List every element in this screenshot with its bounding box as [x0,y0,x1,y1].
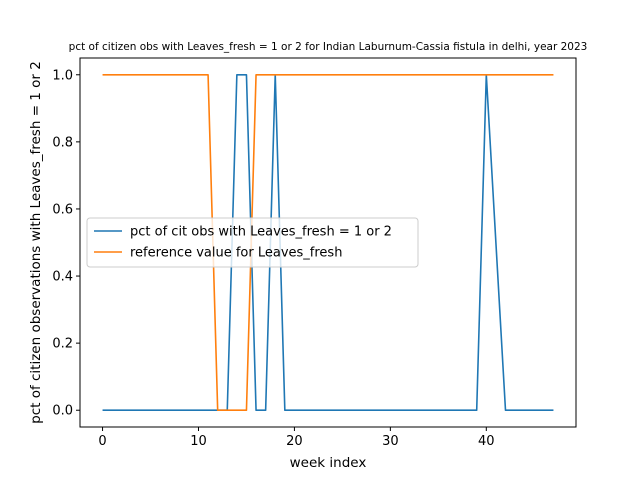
legend-box [86,217,419,268]
legend-label-2: reference value for Leaves_fresh [130,246,342,261]
legend-label-1: pct of cit obs with Leaves_fresh = 1 or … [130,225,392,240]
x-tick-label: 20 [286,434,303,449]
x-tick-label: 0 [98,434,106,449]
x-tick-label: 40 [478,434,495,449]
y-tick-label: 0.6 [52,202,73,217]
y-axis-title: pct of citizen observations with Leaves_… [28,61,44,424]
y-tick-label: 0.8 [52,135,73,150]
x-axis: 0 10 20 30 40 [98,427,495,449]
chart-title: pct of citizen obs with Leaves_fresh = 1… [69,41,588,53]
x-tick-label: 10 [190,434,207,449]
y-tick-label: 0.0 [52,404,73,419]
y-axis: 0.0 0.2 0.4 0.6 0.8 1.0 [52,68,80,419]
y-tick-label: 0.4 [52,270,73,285]
x-axis-title: week index [290,455,367,471]
y-tick-label: 1.0 [52,68,73,83]
series-line-1 [102,73,554,412]
x-tick-label: 30 [382,434,399,449]
series-line-2 [102,73,554,412]
y-tick-label: 0.2 [52,337,73,352]
series-layer [102,73,554,412]
legend: pct of cit obs with Leaves_fresh = 1 or … [86,217,419,268]
plot-frame [79,57,577,428]
